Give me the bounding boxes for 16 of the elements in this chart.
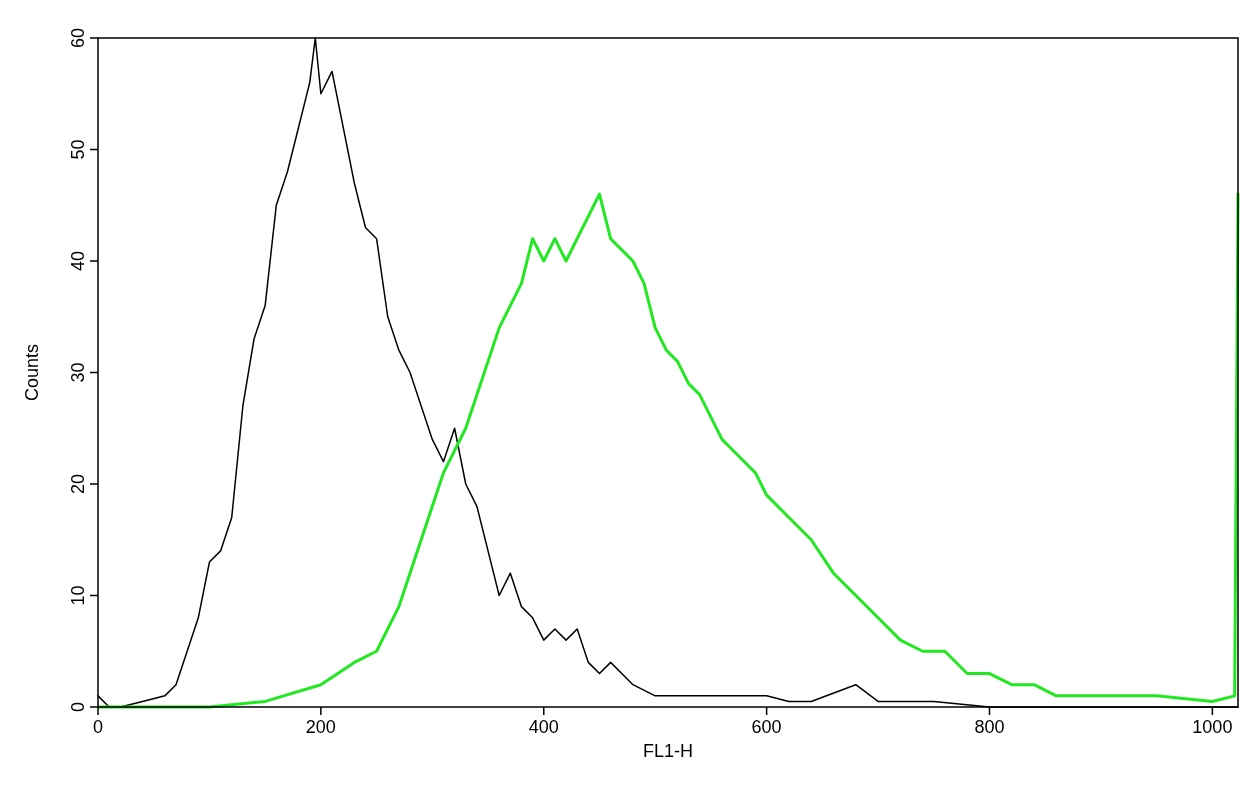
x-tick-label: 0	[92, 717, 104, 737]
x-tick-label: 200	[305, 717, 336, 737]
x-tick-label: 1000	[1192, 717, 1233, 737]
y-tick-label: 50	[68, 139, 88, 160]
y-tick-label: 20	[68, 473, 88, 495]
y-tick-label: 0	[68, 701, 88, 713]
x-tick-label: 400	[528, 717, 559, 737]
x-axis-title: FL1-H	[642, 741, 694, 761]
x-tick-label: 800	[974, 717, 1005, 737]
y-tick-label: 40	[68, 250, 88, 272]
y-axis-title: Counts	[22, 343, 42, 402]
x-tick-label: 600	[751, 717, 782, 737]
y-tick-label: 30	[68, 362, 88, 383]
line-series	[96, 192, 1240, 709]
y-tick-label: 60	[68, 27, 88, 49]
y-tick-label: 10	[68, 585, 88, 606]
